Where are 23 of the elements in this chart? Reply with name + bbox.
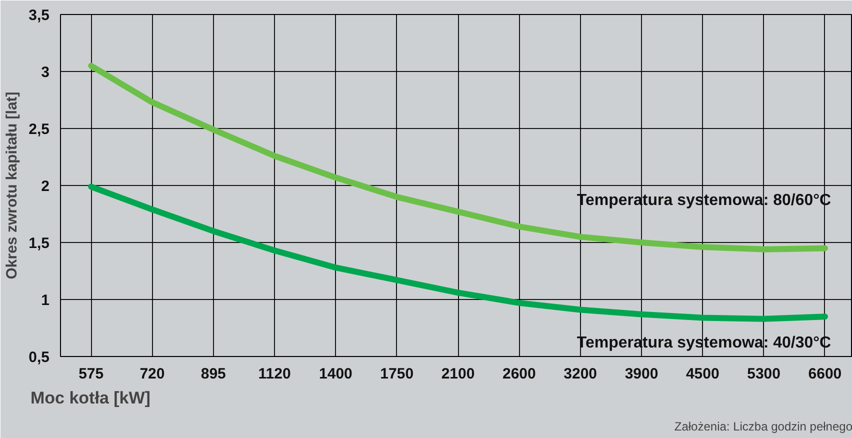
x-tick-label: 1120	[258, 366, 291, 382]
y-axis-title: Okres zwrotu kapitału [lat]	[4, 92, 21, 280]
x-tick-label: 895	[200, 366, 226, 382]
x-tick-label: 4500	[686, 366, 720, 382]
y-tick-label: 1,5	[28, 235, 50, 252]
y-tick-label: 0,5	[28, 349, 50, 366]
text: Założenia: Liczba godzin pełnego	[674, 420, 852, 434]
x-tick-label: 6600	[808, 366, 842, 382]
y-tick-label: 3	[41, 64, 50, 81]
x-tick-label: 720	[140, 366, 165, 382]
x-tick-label: 1400	[319, 366, 352, 382]
x-tick-label: 5300	[747, 366, 781, 382]
x-tick-label: 3200	[564, 366, 598, 382]
y-tick-label: 2,5	[28, 121, 50, 138]
y-tick-label: 1	[41, 292, 50, 309]
x-tick-label: 3900	[624, 366, 658, 382]
y-tick-label: 2	[41, 178, 50, 195]
y-tick-label: 3,5	[28, 7, 50, 24]
x-tick-label: 2600	[502, 366, 536, 382]
x-tick-label: 2100	[441, 366, 475, 382]
x-tick-label: 1750	[380, 366, 414, 382]
x-axis-title: Moc kotła [kW]	[30, 388, 150, 408]
x-tick-label: 575	[78, 366, 104, 382]
